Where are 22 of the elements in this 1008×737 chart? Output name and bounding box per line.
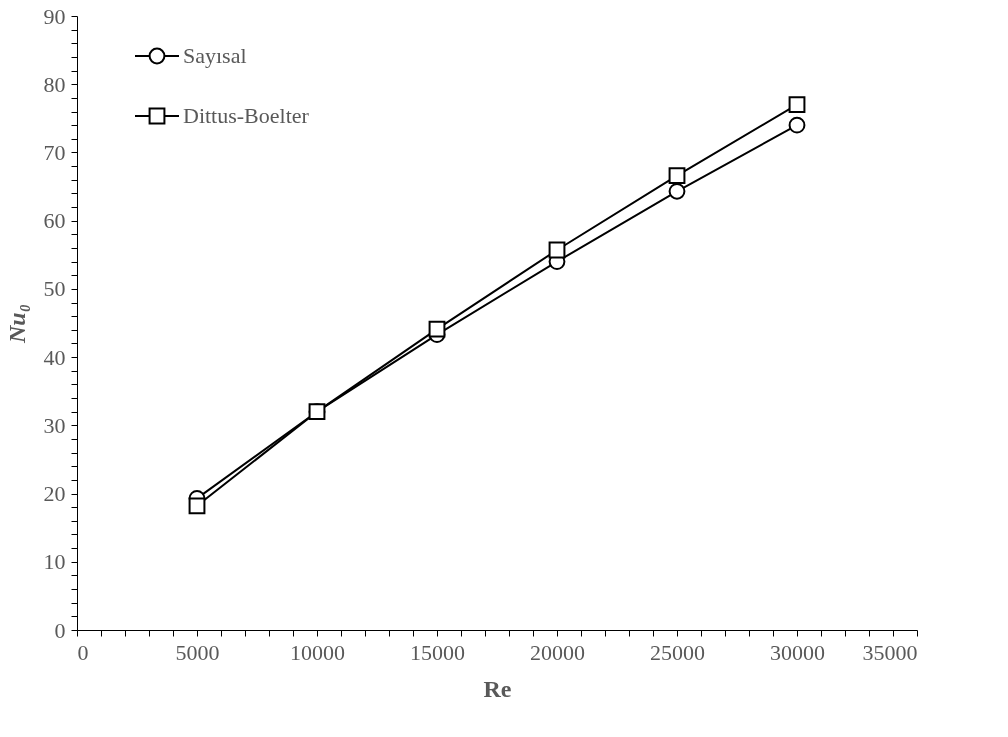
legend-label: Sayısal <box>183 43 247 68</box>
y-tick-label: 60 <box>43 208 66 234</box>
x-tick-label: 25000 <box>650 639 705 665</box>
y-tick-label: 50 <box>43 276 66 302</box>
y-tick-label: 70 <box>43 139 66 165</box>
y-tick-label: 90 <box>43 3 66 29</box>
y-axis-title: Nu₀ <box>3 303 30 345</box>
x-tick-label: 35000 <box>862 639 918 665</box>
legend-label: Dittus-Boelter <box>183 103 310 128</box>
y-tick-label: 0 <box>54 617 66 643</box>
y-tick-label: 40 <box>43 344 66 370</box>
y-tick-label: 30 <box>43 412 66 438</box>
x-tick-label: 0 <box>77 639 89 665</box>
x-tick-label: 20000 <box>530 639 585 665</box>
x-tick-label: 10000 <box>290 639 345 665</box>
y-tick-label: 10 <box>43 549 66 575</box>
y-tick-label: 20 <box>43 481 66 507</box>
y-tick-label: 80 <box>43 71 66 97</box>
x-tick-label: 30000 <box>770 639 825 665</box>
x-tick-label: 15000 <box>410 639 465 665</box>
x-axis-title: Re <box>483 675 512 702</box>
x-tick-label: 5000 <box>175 639 220 665</box>
